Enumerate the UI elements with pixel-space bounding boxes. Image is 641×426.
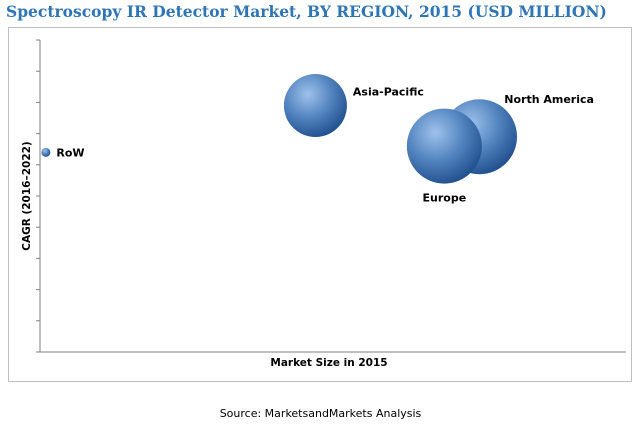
bubble-label-asia-pacific: Asia-Pacific xyxy=(353,85,424,98)
chart-title: Spectroscopy IR Detector Market, BY REGI… xyxy=(6,2,607,21)
y-axis-label: CAGR (2016–2022) xyxy=(21,141,33,251)
source-note: Source: MarketsandMarkets Analysis xyxy=(219,407,422,420)
bubbles xyxy=(41,74,517,184)
y-axis-ticks xyxy=(36,39,40,353)
bubble-labels: RoW Asia-Pacific North America Europe xyxy=(56,85,594,204)
bubble-asia-pacific xyxy=(283,74,347,138)
chart-frame xyxy=(8,27,632,382)
bubble-label-north-america: North America xyxy=(504,93,594,106)
bubble-row xyxy=(41,147,51,157)
bubble-label-row: RoW xyxy=(56,146,84,159)
bubble-europe xyxy=(406,108,482,184)
x-axis-label: Market Size in 2015 xyxy=(270,357,387,369)
bubble-label-europe: Europe xyxy=(423,192,467,205)
